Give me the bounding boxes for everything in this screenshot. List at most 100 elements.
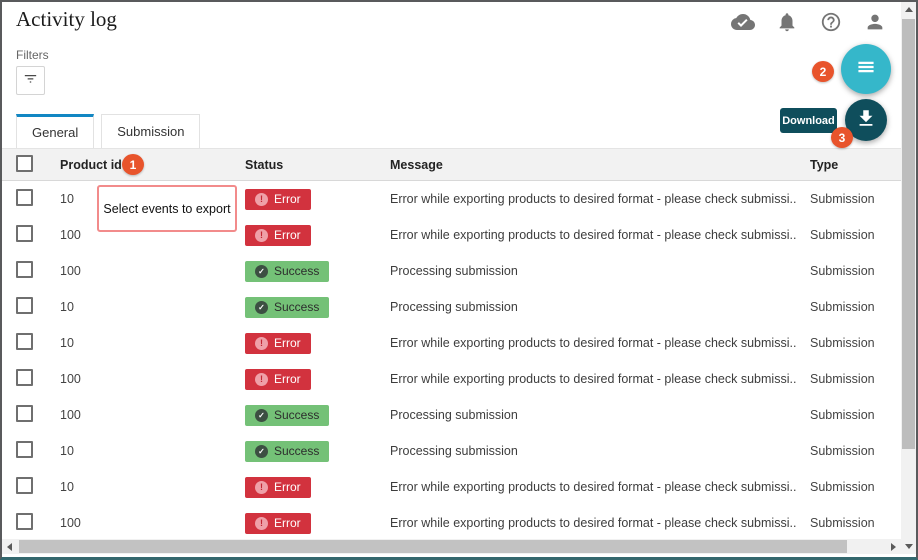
cell-message: Error while exporting products to desire… xyxy=(390,516,796,530)
cell-message: Processing submission xyxy=(390,444,518,458)
cell-type: Submission xyxy=(810,336,875,350)
cell-type: Submission xyxy=(810,444,875,458)
table-row: 100 ! Error Error while exporting product… xyxy=(2,505,901,541)
table-row: 100 ✓ Success Processing submission Submi… xyxy=(2,397,901,433)
callout-badge-3: 3 xyxy=(831,127,853,148)
scroll-up-button[interactable] xyxy=(901,2,916,17)
notifications-bell-icon[interactable] xyxy=(775,10,799,34)
select-all-checkbox[interactable] xyxy=(16,154,33,172)
cell-type: Submission xyxy=(810,192,875,206)
cell-message: Processing submission xyxy=(390,408,518,422)
row-checkbox[interactable] xyxy=(16,477,33,494)
row-checkbox[interactable] xyxy=(16,189,33,206)
down-arrow-icon xyxy=(904,544,913,549)
page-title: Activity log xyxy=(16,7,117,31)
menu-fab-button[interactable] xyxy=(841,44,891,94)
cell-product-id: 100 xyxy=(60,516,81,530)
cell-product-id: 100 xyxy=(60,372,81,386)
scrollbar-corner xyxy=(901,539,916,554)
status-icon: ! xyxy=(255,228,268,242)
status-icon: ✓ xyxy=(255,300,268,314)
cell-type: Submission xyxy=(810,228,875,242)
cell-type: Submission xyxy=(810,480,875,494)
status-icon: ✓ xyxy=(255,264,268,278)
row-checkbox[interactable] xyxy=(16,369,33,386)
select-events-annotation: Select events to export xyxy=(97,185,237,232)
status-icon: ! xyxy=(255,372,268,386)
table-row: 100 ✓ Success Processing submission Submi… xyxy=(2,253,901,289)
status-badge: ✓ Success xyxy=(245,440,330,462)
cell-product-id: 10 xyxy=(60,480,74,494)
row-checkbox[interactable] xyxy=(16,405,33,422)
table-row: 100 ! Error Error while exporting product… xyxy=(2,361,901,397)
status-icon: ! xyxy=(255,336,268,350)
table-row: 10 ✓ Success Processing submission Submis… xyxy=(2,433,901,469)
row-checkbox[interactable] xyxy=(16,513,33,530)
status-icon: ! xyxy=(255,480,268,494)
up-arrow-icon xyxy=(904,7,913,12)
filter-icon xyxy=(22,70,39,92)
status-icon: ! xyxy=(255,516,268,530)
left-arrow-icon xyxy=(7,542,12,551)
status-badge: ✓ Success xyxy=(245,296,330,318)
header-message: Message xyxy=(390,157,443,172)
account-person-icon[interactable] xyxy=(863,10,887,34)
cell-product-id: 100 xyxy=(60,228,81,242)
row-checkbox[interactable] xyxy=(16,297,33,314)
cell-product-id: 10 xyxy=(60,300,74,314)
status-badge: ! Error xyxy=(245,224,311,246)
status-icon: ✓ xyxy=(255,408,268,422)
tab-general[interactable]: General xyxy=(16,114,95,148)
filter-button[interactable] xyxy=(16,66,45,95)
cell-product-id: 100 xyxy=(60,264,81,278)
vertical-scroll-thumb[interactable] xyxy=(902,19,915,449)
callout-badge-1: 1 xyxy=(122,154,144,175)
tab-submission[interactable]: Submission xyxy=(101,114,201,148)
horizontal-scroll-thumb[interactable] xyxy=(19,540,847,553)
tab-bar: General Submission xyxy=(16,114,201,148)
table-row: 10 ! Error Error while exporting products… xyxy=(2,469,901,505)
cell-message: Error while exporting products to desire… xyxy=(390,372,796,386)
row-checkbox[interactable] xyxy=(16,441,33,458)
scroll-left-button[interactable] xyxy=(2,539,17,554)
cell-product-id: 10 xyxy=(60,336,74,350)
cell-message: Error while exporting products to desire… xyxy=(390,192,796,206)
cell-type: Submission xyxy=(810,300,875,314)
cell-message: Error while exporting products to desire… xyxy=(390,480,796,494)
table-header: Product id Status Message Type xyxy=(2,148,901,181)
menu-icon xyxy=(853,54,879,85)
cell-message: Error while exporting products to desire… xyxy=(390,228,796,242)
horizontal-scrollbar[interactable] xyxy=(2,539,901,554)
cell-message: Error while exporting products to desire… xyxy=(390,336,796,350)
download-tooltip[interactable]: Download xyxy=(780,108,837,133)
status-badge: ! Error xyxy=(245,512,311,534)
callout-badge-2: 2 xyxy=(812,61,834,82)
status-badge: ✓ Success xyxy=(245,404,330,426)
cloud-done-icon[interactable] xyxy=(731,10,755,34)
row-checkbox[interactable] xyxy=(16,225,33,242)
filters-label: Filters xyxy=(16,48,49,62)
row-checkbox[interactable] xyxy=(16,333,33,350)
top-icon-bar xyxy=(731,10,887,34)
status-icon: ! xyxy=(255,192,268,206)
cell-type: Submission xyxy=(810,516,875,530)
cell-product-id: 100 xyxy=(60,408,81,422)
status-badge: ! Error xyxy=(245,332,311,354)
status-badge: ! Error xyxy=(245,368,311,390)
cell-product-id: 10 xyxy=(60,444,74,458)
download-icon xyxy=(855,107,877,134)
cell-type: Submission xyxy=(810,408,875,422)
table-row: 10 ✓ Success Processing submission Submis… xyxy=(2,289,901,325)
header-product-id: Product id xyxy=(60,157,122,172)
scroll-right-button[interactable] xyxy=(886,539,901,554)
status-badge: ✓ Success xyxy=(245,260,330,282)
row-checkbox[interactable] xyxy=(16,261,33,278)
vertical-scrollbar[interactable] xyxy=(901,2,916,539)
table-row: 10 ! Error Error while exporting products… xyxy=(2,325,901,361)
cell-product-id: 10 xyxy=(60,192,74,206)
status-icon: ✓ xyxy=(255,444,268,458)
scroll-down-button[interactable] xyxy=(901,539,916,554)
status-badge: ! Error xyxy=(245,188,311,210)
help-icon[interactable] xyxy=(819,10,843,34)
